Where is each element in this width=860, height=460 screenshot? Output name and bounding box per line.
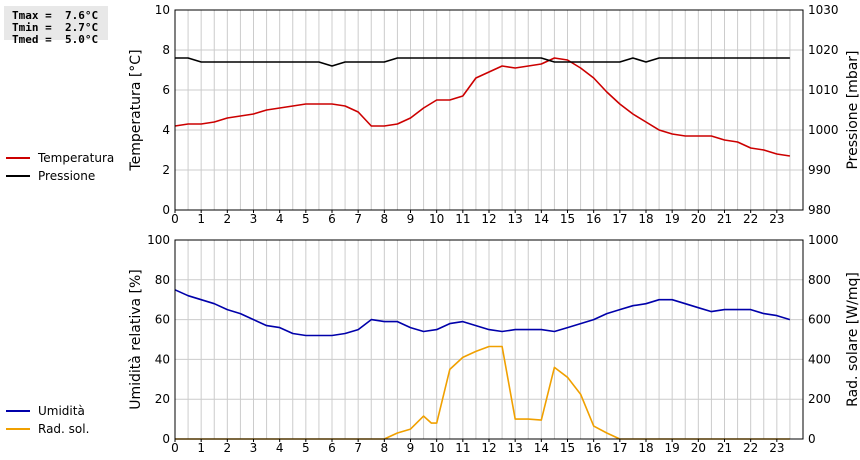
x-tick-label: 5: [302, 441, 310, 455]
x-tick-label: 16: [586, 441, 601, 455]
y-left-tick-label: 20: [155, 392, 170, 406]
stats-box: Tmax = 7.6°C Tmin = 2.7°C Tmed = 5.0°C: [4, 6, 108, 46]
x-tick-label: 20: [691, 441, 706, 455]
x-tick-label: 18: [638, 441, 653, 455]
x-tick-label: 0: [171, 212, 179, 226]
y-right-tick-label: 1000: [808, 233, 839, 247]
y-right-tick-label: 1000: [808, 123, 839, 137]
tmin-stat: Tmin = 2.7°C: [12, 21, 99, 34]
x-tick-label: 11: [455, 441, 470, 455]
x-tick-label: 7: [354, 212, 362, 226]
x-tick-label: 5: [302, 212, 310, 226]
x-tick-label: 13: [508, 212, 523, 226]
x-tick-label: 12: [481, 212, 496, 226]
y-right-tick-label: 980: [808, 203, 831, 217]
y-right-tick-label: 600: [808, 313, 831, 327]
x-tick-label: 14: [534, 212, 549, 226]
x-tick-label: 3: [250, 212, 258, 226]
x-tick-label: 19: [665, 212, 680, 226]
y-left-tick-label: 60: [155, 313, 170, 327]
x-tick-label: 10: [429, 212, 444, 226]
y-left-tick-label: 4: [162, 123, 170, 137]
y-right-tick-label: 1030: [808, 3, 839, 17]
x-tick-label: 14: [534, 441, 549, 455]
y-left-tick-label: 0: [162, 432, 170, 446]
x-tick-label: 2: [224, 212, 232, 226]
x-tick-label: 21: [717, 441, 732, 455]
x-tick-label: 6: [328, 212, 336, 226]
x-tick-label: 18: [638, 212, 653, 226]
x-tick-label: 6: [328, 441, 336, 455]
y-left-tick-label: 10: [155, 3, 170, 17]
y-right-tick-label: 1010: [808, 83, 839, 97]
y-right-axis-title: Pressione [mbar]: [845, 50, 860, 169]
x-tick-label: 15: [560, 212, 575, 226]
y-right-tick-label: 200: [808, 392, 831, 406]
y-right-tick-label: 0: [808, 432, 816, 446]
series-line-umidit: [174, 289, 791, 337]
x-tick-label: 1: [197, 441, 205, 455]
legend-label: Umidità: [38, 404, 85, 418]
x-tick-label: 3: [250, 441, 258, 455]
x-tick-label: 2: [224, 441, 232, 455]
x-tick-label: 13: [508, 441, 523, 455]
series-line-pressione: [175, 57, 790, 67]
x-tick-label: 23: [769, 441, 784, 455]
y-left-tick-label: 40: [155, 352, 170, 366]
y-right-tick-label: 800: [808, 273, 831, 287]
y-left-tick-label: 100: [147, 233, 170, 247]
x-tick-label: 1: [197, 212, 205, 226]
y-left-tick-label: 2: [162, 163, 170, 177]
x-tick-label: 12: [481, 441, 496, 455]
y-left-tick-label: 0: [162, 203, 170, 217]
y-left-tick-label: 8: [162, 43, 170, 57]
x-tick-label: 4: [276, 212, 284, 226]
y-right-tick-label: 990: [808, 163, 831, 177]
x-tick-label: 0: [171, 441, 179, 455]
legend-label: Temperatura: [37, 151, 114, 165]
y-right-tick-label: 400: [808, 352, 831, 366]
y-right-tick-label: 1020: [808, 43, 839, 57]
y-left-tick-label: 80: [155, 273, 170, 287]
x-tick-label: 11: [455, 212, 470, 226]
x-tick-label: 4: [276, 441, 284, 455]
x-tick-label: 15: [560, 441, 575, 455]
x-tick-label: 20: [691, 212, 706, 226]
x-tick-label: 21: [717, 212, 732, 226]
legend-label: Rad. sol.: [38, 422, 89, 436]
x-tick-label: 8: [381, 212, 389, 226]
series-line-temperatura: [174, 57, 791, 157]
x-tick-label: 22: [743, 212, 758, 226]
x-tick-label: 16: [586, 212, 601, 226]
x-tick-label: 19: [665, 441, 680, 455]
x-tick-label: 17: [612, 441, 627, 455]
x-tick-label: 7: [354, 441, 362, 455]
x-tick-label: 10: [429, 441, 444, 455]
tmax-stat: Tmax = 7.6°C: [12, 9, 99, 22]
x-tick-label: 22: [743, 441, 758, 455]
y-left-tick-label: 6: [162, 83, 170, 97]
y-right-axis-title: Rad. solare [W/mq]: [845, 272, 860, 407]
x-tick-label: 23: [769, 212, 784, 226]
x-tick-label: 9: [407, 441, 415, 455]
x-tick-label: 8: [381, 441, 389, 455]
legend-label: Pressione: [38, 169, 95, 183]
y-left-axis-title: Temperatura [°C]: [128, 49, 144, 171]
x-tick-label: 9: [407, 212, 415, 226]
x-tick-label: 17: [612, 212, 627, 226]
tmed-stat: Tmed = 5.0°C: [12, 33, 99, 46]
y-left-axis-title: Umidità relativa [%]: [128, 269, 144, 410]
